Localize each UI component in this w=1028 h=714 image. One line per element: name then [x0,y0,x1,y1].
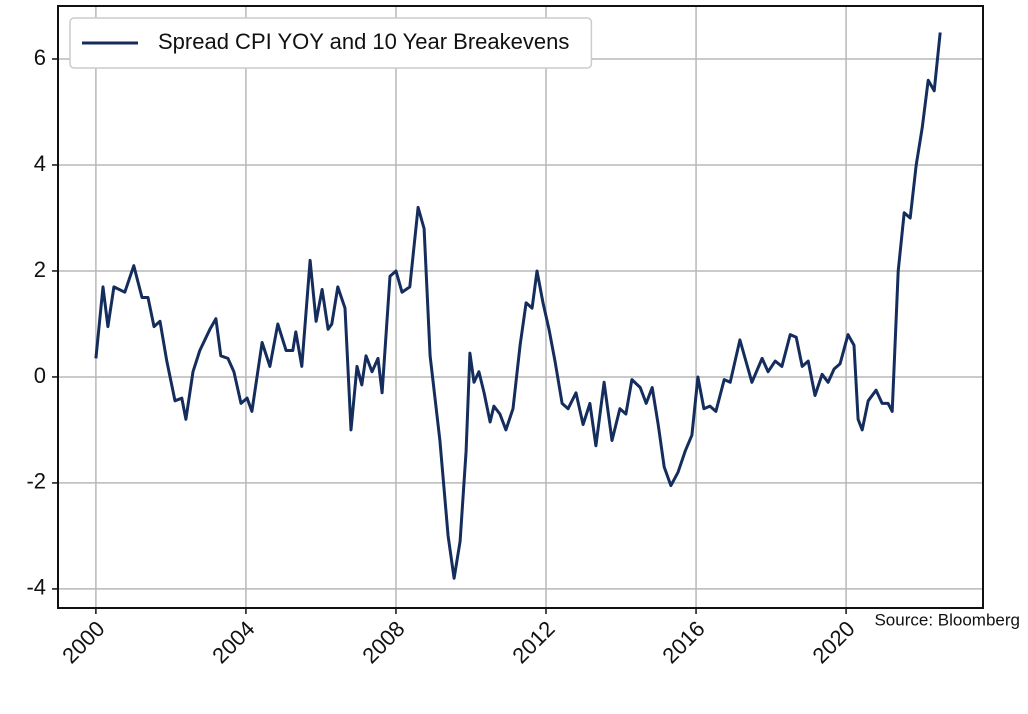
legend-box [69,17,593,69]
plot-frame [57,5,984,609]
x-tick-label: 2020 [807,616,859,668]
y-tick-label: -2 [26,469,46,494]
y-tick-label: -4 [26,575,46,600]
legend-label: Spread CPI YOY and 10 Year Breakevens [158,29,569,54]
x-tick-label: 2016 [657,616,709,668]
y-tick-label: 2 [34,257,46,282]
y-tick-label: 4 [34,151,46,176]
x-tick-label: 2004 [207,616,259,668]
data-line [94,32,942,580]
y-tick-label: 6 [34,45,46,70]
x-tick-label: 2008 [357,616,409,668]
annotation: Source: Bloomberg [874,610,1020,629]
x-tick-label: 2012 [507,616,559,668]
x-tick-label: 2000 [57,616,109,668]
y-tick-label: 0 [34,363,46,388]
